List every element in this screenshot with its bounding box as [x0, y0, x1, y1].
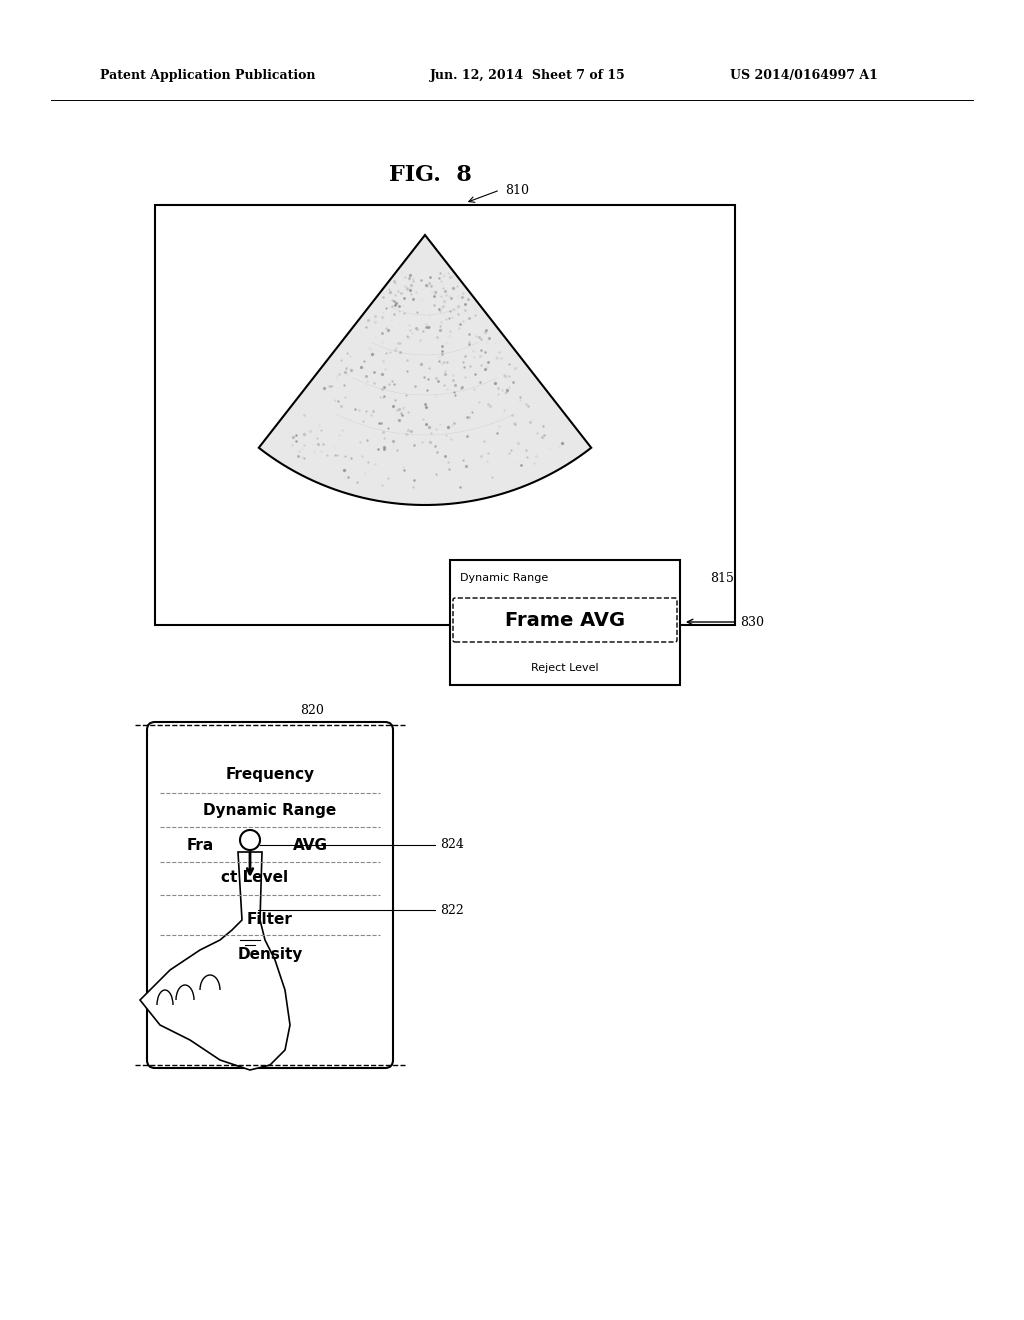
Text: Reject Level: Reject Level — [531, 663, 599, 673]
Text: 815: 815 — [710, 572, 734, 585]
Polygon shape — [259, 235, 591, 506]
Text: 822: 822 — [440, 903, 464, 916]
Text: Frequency: Frequency — [225, 767, 314, 783]
Text: 824: 824 — [440, 838, 464, 851]
Text: Jun. 12, 2014  Sheet 7 of 15: Jun. 12, 2014 Sheet 7 of 15 — [430, 69, 626, 82]
Text: ct Level: ct Level — [221, 870, 289, 886]
Text: Density: Density — [238, 948, 303, 962]
Bar — [155, 205, 735, 624]
FancyBboxPatch shape — [453, 598, 677, 642]
Text: 810: 810 — [505, 183, 529, 197]
Text: Patent Application Publication: Patent Application Publication — [100, 69, 315, 82]
Text: Dynamic Range: Dynamic Range — [460, 573, 548, 583]
Text: 830: 830 — [740, 615, 764, 628]
Polygon shape — [140, 851, 290, 1071]
Text: FIG.  8: FIG. 8 — [388, 164, 471, 186]
FancyBboxPatch shape — [147, 722, 393, 1068]
Text: US 2014/0164997 A1: US 2014/0164997 A1 — [730, 69, 878, 82]
Bar — [450, 560, 680, 685]
Text: Frame AVG: Frame AVG — [505, 610, 625, 630]
Text: AVG: AVG — [293, 837, 328, 853]
Text: Dynamic Range: Dynamic Range — [204, 803, 337, 817]
Text: Fra: Fra — [186, 837, 214, 853]
Text: Filter: Filter — [247, 912, 293, 928]
Text: 820: 820 — [300, 704, 324, 717]
